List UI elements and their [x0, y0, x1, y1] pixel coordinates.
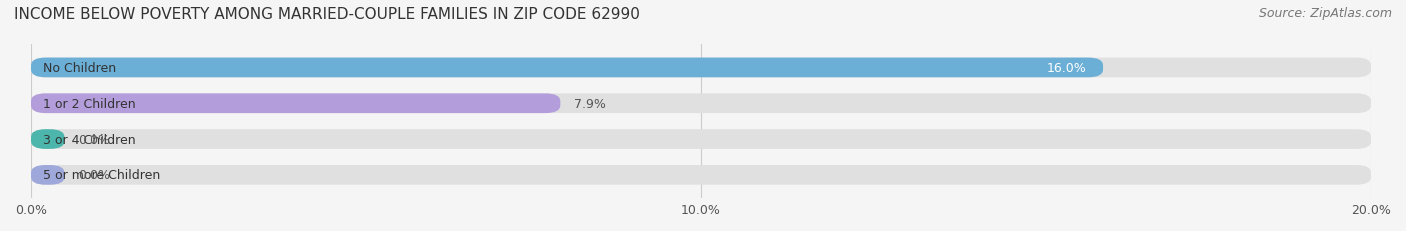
Text: Source: ZipAtlas.com: Source: ZipAtlas.com	[1258, 7, 1392, 20]
Text: 0.0%: 0.0%	[77, 133, 110, 146]
FancyBboxPatch shape	[31, 165, 1371, 185]
Text: 16.0%: 16.0%	[1046, 62, 1087, 75]
FancyBboxPatch shape	[31, 94, 561, 114]
FancyBboxPatch shape	[31, 130, 65, 149]
Text: 3 or 4 Children: 3 or 4 Children	[44, 133, 136, 146]
Text: 0.0%: 0.0%	[77, 169, 110, 182]
FancyBboxPatch shape	[31, 58, 1104, 78]
Text: 7.9%: 7.9%	[574, 97, 606, 110]
FancyBboxPatch shape	[31, 58, 1371, 78]
Text: INCOME BELOW POVERTY AMONG MARRIED-COUPLE FAMILIES IN ZIP CODE 62990: INCOME BELOW POVERTY AMONG MARRIED-COUPL…	[14, 7, 640, 22]
Text: No Children: No Children	[44, 62, 117, 75]
Text: 1 or 2 Children: 1 or 2 Children	[44, 97, 136, 110]
Text: 5 or more Children: 5 or more Children	[44, 169, 160, 182]
FancyBboxPatch shape	[31, 94, 1371, 114]
FancyBboxPatch shape	[31, 165, 65, 185]
FancyBboxPatch shape	[31, 130, 1371, 149]
